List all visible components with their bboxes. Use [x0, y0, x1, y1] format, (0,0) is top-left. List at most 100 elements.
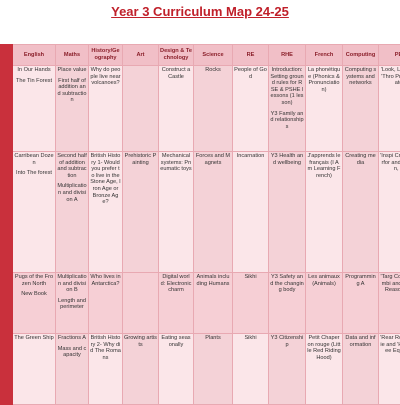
- cell-text: Introduction: Setting ground rules for R…: [270, 67, 304, 107]
- cell-text: Computing systems and networks: [344, 67, 377, 87]
- cell-text: J'apprends le français (I Am Learning Fr…: [307, 153, 341, 179]
- cell: The Green Ship: [13, 334, 56, 405]
- row-strip: [1, 273, 13, 334]
- cell: 'Inspi Creat Perfor and 'D Win, L: [379, 152, 400, 273]
- cell: In Our Hands The Tin Forest: [13, 66, 56, 152]
- column-header: RE: [233, 45, 269, 66]
- column-header: Art: [123, 45, 159, 66]
- cell-text: Y3 Safety and the changing body: [270, 274, 304, 294]
- cell-text: People of God: [234, 67, 267, 80]
- cell-text: 'Look, L Avoid' 'Thro Prepa Catc: [380, 67, 400, 87]
- cell: Programming A: [343, 273, 379, 334]
- cell: 'Rear Roll Retrie and 'Hand Fee Equipm: [379, 334, 400, 405]
- cell: Introduction: Setting ground rules for R…: [269, 66, 306, 152]
- cell: Sikhi: [233, 334, 269, 405]
- cell-text: Sikhi: [234, 274, 267, 281]
- cell: Who lives in Antarctica?: [89, 273, 123, 334]
- cell-text: Petit Chaperon rouge (Little Red Riding …: [307, 335, 341, 361]
- cell: Plants: [194, 334, 233, 405]
- cell: 'Targ Contr Combi and 'Strik Reaso Rall: [379, 273, 400, 334]
- column-header: Science: [194, 45, 233, 66]
- cell: Animals including Humans: [194, 273, 233, 334]
- cell-text: First half of addition and subtraction: [57, 78, 87, 104]
- cell: Mechanical systems: Pneumatic toys: [159, 152, 194, 273]
- cell-text: The Tin Forest: [14, 78, 54, 85]
- header-strip: [1, 45, 13, 66]
- cell-text: Into The forest: [14, 170, 54, 177]
- cell: Eating seasonally: [159, 334, 194, 405]
- cell: Y3 Health and wellbeing: [269, 152, 306, 273]
- column-header: Maths: [56, 45, 89, 66]
- cell: Forces and Magnets: [194, 152, 233, 273]
- cell-text: Y3 Family and relationships: [270, 111, 304, 131]
- cell: People of God: [233, 66, 269, 152]
- cell: Pugs of the Frozen North New Book: [13, 273, 56, 334]
- cell: British History 1- Would you prefer to l…: [89, 152, 123, 273]
- cell-text: Multiplication and division A: [57, 183, 87, 203]
- cell-text: Data and information: [344, 335, 377, 348]
- cell-text: Pugs of the Frozen North: [14, 274, 54, 287]
- cell: Creating media: [343, 152, 379, 273]
- cell-text: Carribean Dozen: [14, 153, 54, 166]
- cell-text: 'Targ Contr Combi and 'Strik Reaso Rall: [380, 274, 400, 294]
- cell: Data and information: [343, 334, 379, 405]
- cell: [123, 66, 159, 152]
- cell-text: Les animaux (Animals): [307, 274, 341, 287]
- column-header: Design & Technology: [159, 45, 194, 66]
- cell-text: British History 1- Would you prefer to l…: [90, 153, 121, 206]
- cell-text: Construct a Castle: [160, 67, 192, 80]
- cell-text: Eating seasonally: [160, 335, 192, 348]
- cell-text: New Book: [14, 291, 54, 298]
- cell-text: Digital world: Electronic charm: [160, 274, 192, 294]
- cell-text: Rocks: [195, 67, 231, 74]
- cell: Sikhi: [233, 273, 269, 334]
- cell: 'Look, L Avoid' 'Thro Prepa Catc: [379, 66, 400, 152]
- title: Year 3 Curriculum Map 24-25: [0, 4, 400, 19]
- column-header: French: [306, 45, 343, 66]
- cell-text: Why do people live near volcanoes?: [90, 67, 121, 87]
- cell-text: Animals including Humans: [195, 274, 231, 287]
- row-strip: [1, 334, 13, 405]
- cell: La phonétique (Phonics & Pronunciation): [306, 66, 343, 152]
- cell: Petit Chaperon rouge (Little Red Riding …: [306, 334, 343, 405]
- cell: J'apprends le français (I Am Learning Fr…: [306, 152, 343, 273]
- cell: Fractions A Mass and capacity: [56, 334, 89, 405]
- cell-text: Incarnation: [234, 153, 267, 160]
- cell-text: Sikhi: [234, 335, 267, 342]
- cell: Prehistoric Painting: [123, 152, 159, 273]
- cell: Construct a Castle: [159, 66, 194, 152]
- cell-text: In Our Hands: [14, 67, 54, 74]
- cell: Why do people live near volcanoes?: [89, 66, 123, 152]
- cell-text: Creating media: [344, 153, 377, 166]
- cell-text: 'Inspi Creat Perfor and 'D Win, L: [380, 153, 400, 173]
- cell: Les animaux (Animals): [306, 273, 343, 334]
- cell-text: Fractions A: [57, 335, 87, 342]
- cell: British History 2- Why did The Romans: [89, 334, 123, 405]
- cell-text: British History 2- Why did The Romans: [90, 335, 121, 361]
- cell-text: Y3 Health and wellbeing: [270, 153, 304, 166]
- cell-text: Y3 Citizenship: [270, 335, 304, 348]
- cell: Y3 Citizenship: [269, 334, 306, 405]
- cell-text: Mass and capacity: [57, 346, 87, 359]
- cell-text: The Green Ship: [14, 335, 54, 342]
- cell: Computing systems and networks: [343, 66, 379, 152]
- cell-text: Forces and Magnets: [195, 153, 231, 166]
- column-header: English: [13, 45, 56, 66]
- cell-text: Programming A: [344, 274, 377, 287]
- cell: [123, 273, 159, 334]
- cell: Digital world: Electronic charm: [159, 273, 194, 334]
- column-header: History/Geography: [89, 45, 123, 66]
- cell-text: Plants: [195, 335, 231, 342]
- cell-text: 'Rear Roll Retrie and 'Hand Fee Equipm: [380, 335, 400, 355]
- cell: Carribean Dozen Into The forest: [13, 152, 56, 273]
- row-strip: [1, 152, 13, 273]
- cell: Incarnation: [233, 152, 269, 273]
- cell-text: Multiplication and division B: [57, 274, 87, 294]
